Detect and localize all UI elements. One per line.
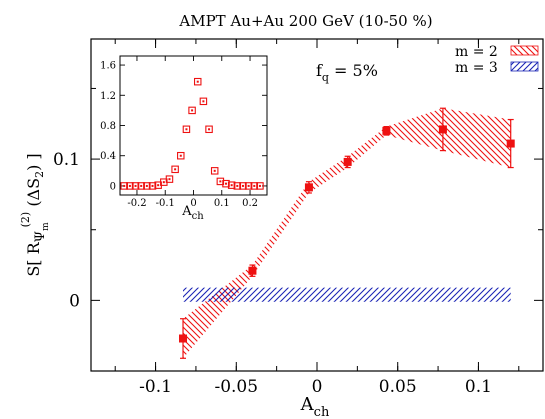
inset-data-point-center bbox=[162, 181, 165, 184]
inset-data-point-center bbox=[213, 169, 216, 172]
inset-data-point-center bbox=[179, 154, 182, 157]
inset-data-point bbox=[131, 182, 140, 190]
inset-y-tick-label: 1.6 bbox=[100, 61, 116, 72]
inset-data-point bbox=[171, 165, 179, 174]
data-point-m2 bbox=[343, 157, 352, 166]
data-point-m2 bbox=[382, 126, 391, 135]
inset-data-point bbox=[165, 175, 174, 183]
inset-data-point-center bbox=[140, 184, 143, 187]
inset-data-point-center bbox=[151, 184, 154, 187]
inset-data-point bbox=[222, 179, 230, 188]
inset-data-point-center bbox=[196, 80, 199, 83]
inset-x-tick-label: 0 bbox=[190, 198, 196, 209]
inset-data-point-center bbox=[230, 184, 233, 187]
inset-data-point bbox=[177, 151, 185, 160]
inset-data-point-center bbox=[258, 184, 261, 187]
inset-data-point-center bbox=[157, 184, 160, 187]
inset-data-point bbox=[233, 182, 242, 190]
inset-y-tick-label: 0 bbox=[110, 181, 116, 192]
fq-annotation: fq = 5% bbox=[316, 61, 378, 84]
inset-data-point bbox=[244, 182, 253, 190]
data-point-m2 bbox=[438, 125, 447, 134]
inset-data-point-center bbox=[253, 184, 256, 187]
inset-data-point-center bbox=[247, 184, 250, 187]
inset-data-point-center bbox=[123, 184, 126, 187]
inset-data-point-center bbox=[145, 184, 148, 187]
inset-data-point bbox=[126, 182, 134, 190]
inset-data-point-center bbox=[185, 128, 188, 131]
data-point-m2 bbox=[248, 266, 257, 275]
inset-data-point-center bbox=[225, 182, 228, 185]
inset-data-point bbox=[182, 125, 191, 134]
inset-y-tick-label: 1.2 bbox=[100, 91, 116, 102]
inset-x-tick-label: 0.1 bbox=[214, 198, 230, 209]
y-tick-label: 0.1 bbox=[53, 150, 80, 170]
inset-data-point-center bbox=[241, 184, 244, 187]
legend: m = 2 m = 3 bbox=[455, 44, 539, 76]
data-point-m2 bbox=[506, 139, 515, 148]
inset-y-tick-label: 0.4 bbox=[100, 151, 116, 162]
legend-label-m2: m = 2 bbox=[455, 44, 498, 60]
inset-data-point-center bbox=[128, 184, 131, 187]
x-axis-label: Ach bbox=[300, 394, 330, 419]
inset-panel: -0.2 -0.1 0 0.1 0.2 0 0.4 0.8 1.2 1.6 Ach bbox=[100, 55, 268, 222]
inset-data-point bbox=[199, 97, 208, 106]
inset-data-point-center bbox=[174, 168, 177, 171]
inset-frame bbox=[119, 55, 268, 196]
x-tick-label: 0.05 bbox=[379, 377, 417, 397]
inset-x-axis-label: Ach bbox=[181, 204, 204, 222]
x-tick-label: -0.05 bbox=[214, 377, 258, 397]
inset-data-point-center bbox=[219, 180, 222, 183]
x-tick-label: 0 bbox=[312, 377, 323, 397]
inset-data-point bbox=[205, 125, 213, 134]
inset-data-point-center bbox=[236, 184, 239, 187]
y-tick-label: 0 bbox=[69, 291, 80, 311]
inset-data-point bbox=[256, 182, 264, 190]
inset-x-tick-label: -0.2 bbox=[127, 198, 146, 209]
inset-data-point-center bbox=[191, 109, 194, 112]
inset-data-point bbox=[137, 182, 145, 190]
legend-swatch-m3 bbox=[510, 61, 539, 72]
inset-data-point bbox=[148, 182, 157, 190]
legend-swatch-m2 bbox=[510, 45, 539, 56]
inset-y-tick-label: 0.8 bbox=[100, 121, 116, 132]
inset-data-point bbox=[120, 182, 128, 190]
legend-label-m3: m = 3 bbox=[455, 60, 498, 76]
inset-data-point bbox=[210, 167, 219, 175]
inset-data-point bbox=[227, 181, 236, 189]
inset-data-point-center bbox=[208, 128, 211, 131]
inset-data-point bbox=[239, 182, 247, 190]
x-tick-label: -0.1 bbox=[139, 377, 172, 397]
inset-data-point bbox=[143, 182, 151, 190]
inset-data-point-center bbox=[168, 178, 171, 181]
inset-data-point bbox=[216, 177, 225, 186]
inset-data-point bbox=[188, 106, 196, 115]
inset-data-point bbox=[250, 182, 259, 190]
y-axis-label: S[ RΨm(2) (ΔS2) ] bbox=[19, 153, 51, 276]
inset-x-tick-label: -0.1 bbox=[156, 198, 175, 209]
data-point-m2 bbox=[179, 334, 188, 343]
inset-data-point bbox=[193, 77, 202, 86]
x-tick-label: 0.1 bbox=[465, 377, 492, 397]
inset-data-point-center bbox=[134, 184, 137, 187]
band-m3 bbox=[183, 287, 511, 302]
chart-title: AMPT Au+Au 200 GeV (10-50 %) bbox=[178, 12, 432, 30]
inset-x-tick-label: 0.2 bbox=[242, 198, 258, 209]
data-point-m2 bbox=[304, 183, 313, 192]
inset-data-point-center bbox=[202, 100, 205, 103]
